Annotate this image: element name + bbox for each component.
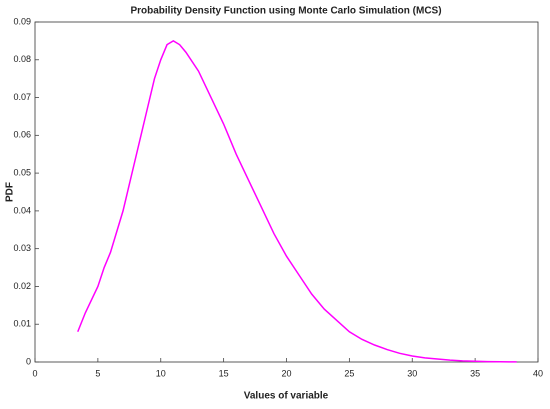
y-tick-label: 0.03 bbox=[13, 243, 31, 253]
chart-title: Probability Density Function using Monte… bbox=[130, 6, 441, 17]
y-tick-label: 0.09 bbox=[13, 16, 31, 26]
y-tick-label: 0.05 bbox=[13, 167, 31, 177]
y-tick-label: 0 bbox=[26, 356, 31, 366]
x-tick-label: 20 bbox=[281, 368, 291, 378]
x-tick-label: 25 bbox=[344, 368, 354, 378]
y-axis-label: PDF bbox=[5, 182, 16, 202]
data-line bbox=[77, 40, 517, 363]
y-tick-label: 0.08 bbox=[13, 54, 31, 64]
plot-frame bbox=[34, 21, 539, 363]
y-tick-label: 0.06 bbox=[13, 130, 31, 140]
x-tick-label: 5 bbox=[95, 368, 100, 378]
x-tick-label: 35 bbox=[470, 368, 480, 378]
y-tick-label: 0.02 bbox=[13, 281, 31, 291]
x-axis-label: Values of variable bbox=[244, 391, 329, 402]
x-tick-label: 15 bbox=[219, 368, 229, 378]
y-tick-label: 0.01 bbox=[13, 319, 31, 329]
x-tick-label: 0 bbox=[32, 368, 37, 378]
y-tick-label: 0.04 bbox=[13, 205, 31, 215]
x-tick-label: 10 bbox=[156, 368, 166, 378]
x-tick-label: 40 bbox=[533, 368, 543, 378]
x-tick-label: 30 bbox=[407, 368, 417, 378]
y-tick-label: 0.07 bbox=[13, 92, 31, 102]
